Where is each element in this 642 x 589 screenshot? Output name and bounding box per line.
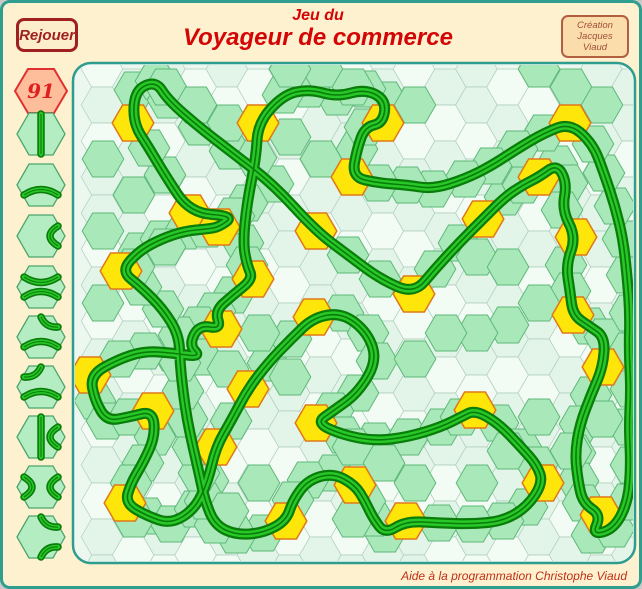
- tile-curve-top-bottom[interactable]: [16, 265, 66, 309]
- hex-cell[interactable]: [455, 554, 498, 589]
- tile-hex: [16, 214, 66, 258]
- hex-cell[interactable]: [392, 554, 436, 589]
- title-main: Voyageur de commerce: [183, 24, 453, 51]
- credit-line: Création: [577, 20, 613, 31]
- green-hex-cell[interactable]: [393, 464, 437, 502]
- green-hex-cell[interactable]: [393, 340, 437, 378]
- green-hex-cell[interactable]: [268, 51, 312, 88]
- tile-straight-vertical[interactable]: [16, 110, 66, 158]
- hex-cell[interactable]: [267, 554, 311, 589]
- tile-straight-curve-right[interactable]: [16, 413, 66, 461]
- credit-line: Jacques: [577, 31, 613, 42]
- green-hex-cell[interactable]: [455, 314, 499, 352]
- title-subtitle: Jeu du: [292, 7, 344, 24]
- replay-button[interactable]: Rejouer: [16, 18, 78, 52]
- tile-hex: [16, 265, 66, 309]
- hex-cell[interactable]: [205, 554, 249, 589]
- tile-curve-topright-bottom[interactable]: [16, 313, 66, 359]
- page-title: Jeu du Voyageur de commerce: [93, 7, 543, 51]
- green-hex-cell[interactable]: [517, 398, 561, 436]
- green-hex-cell[interactable]: [112, 176, 156, 214]
- tile-palette: 91: [13, 68, 69, 561]
- green-hex-cell[interactable]: [268, 118, 312, 156]
- footer-caption: Aide à la programmation Christophe Viaud: [401, 569, 627, 583]
- green-hex-cell[interactable]: [81, 284, 125, 322]
- tile-curve-right[interactable]: [16, 214, 66, 258]
- game-board[interactable]: [3, 3, 642, 589]
- green-hex-cell[interactable]: [81, 212, 125, 250]
- hex-cell[interactable]: [80, 554, 124, 589]
- tile-curve-bottom[interactable]: [16, 163, 66, 207]
- tile-hex: [16, 163, 66, 207]
- score-value: 91: [27, 79, 55, 103]
- hex-cell[interactable]: [143, 554, 186, 589]
- green-hex-cell[interactable]: [81, 140, 125, 178]
- credit-box: Création Jacques Viaud: [561, 15, 629, 58]
- score-hex: 91: [13, 68, 69, 114]
- green-hex-cell[interactable]: [486, 248, 530, 286]
- green-hex-cell[interactable]: [268, 358, 312, 396]
- green-hex-cell[interactable]: [237, 464, 281, 502]
- green-hex-cell[interactable]: [517, 51, 561, 88]
- green-hex-cell[interactable]: [424, 314, 468, 352]
- green-hex-cell[interactable]: [237, 314, 281, 352]
- credit-line: Viaud: [582, 42, 608, 53]
- hex-cell[interactable]: [330, 554, 373, 589]
- green-hex-cell[interactable]: [455, 464, 499, 502]
- hex-cell[interactable]: [579, 554, 623, 589]
- tile-curve-left-right[interactable]: [16, 465, 66, 509]
- route-path: [86, 78, 633, 540]
- tile-curve-topright-bottomright[interactable]: [16, 513, 66, 561]
- tile-curve-topleft-bottom[interactable]: [16, 363, 66, 409]
- tile-hex: [16, 465, 66, 509]
- hex-cell[interactable]: [517, 554, 561, 589]
